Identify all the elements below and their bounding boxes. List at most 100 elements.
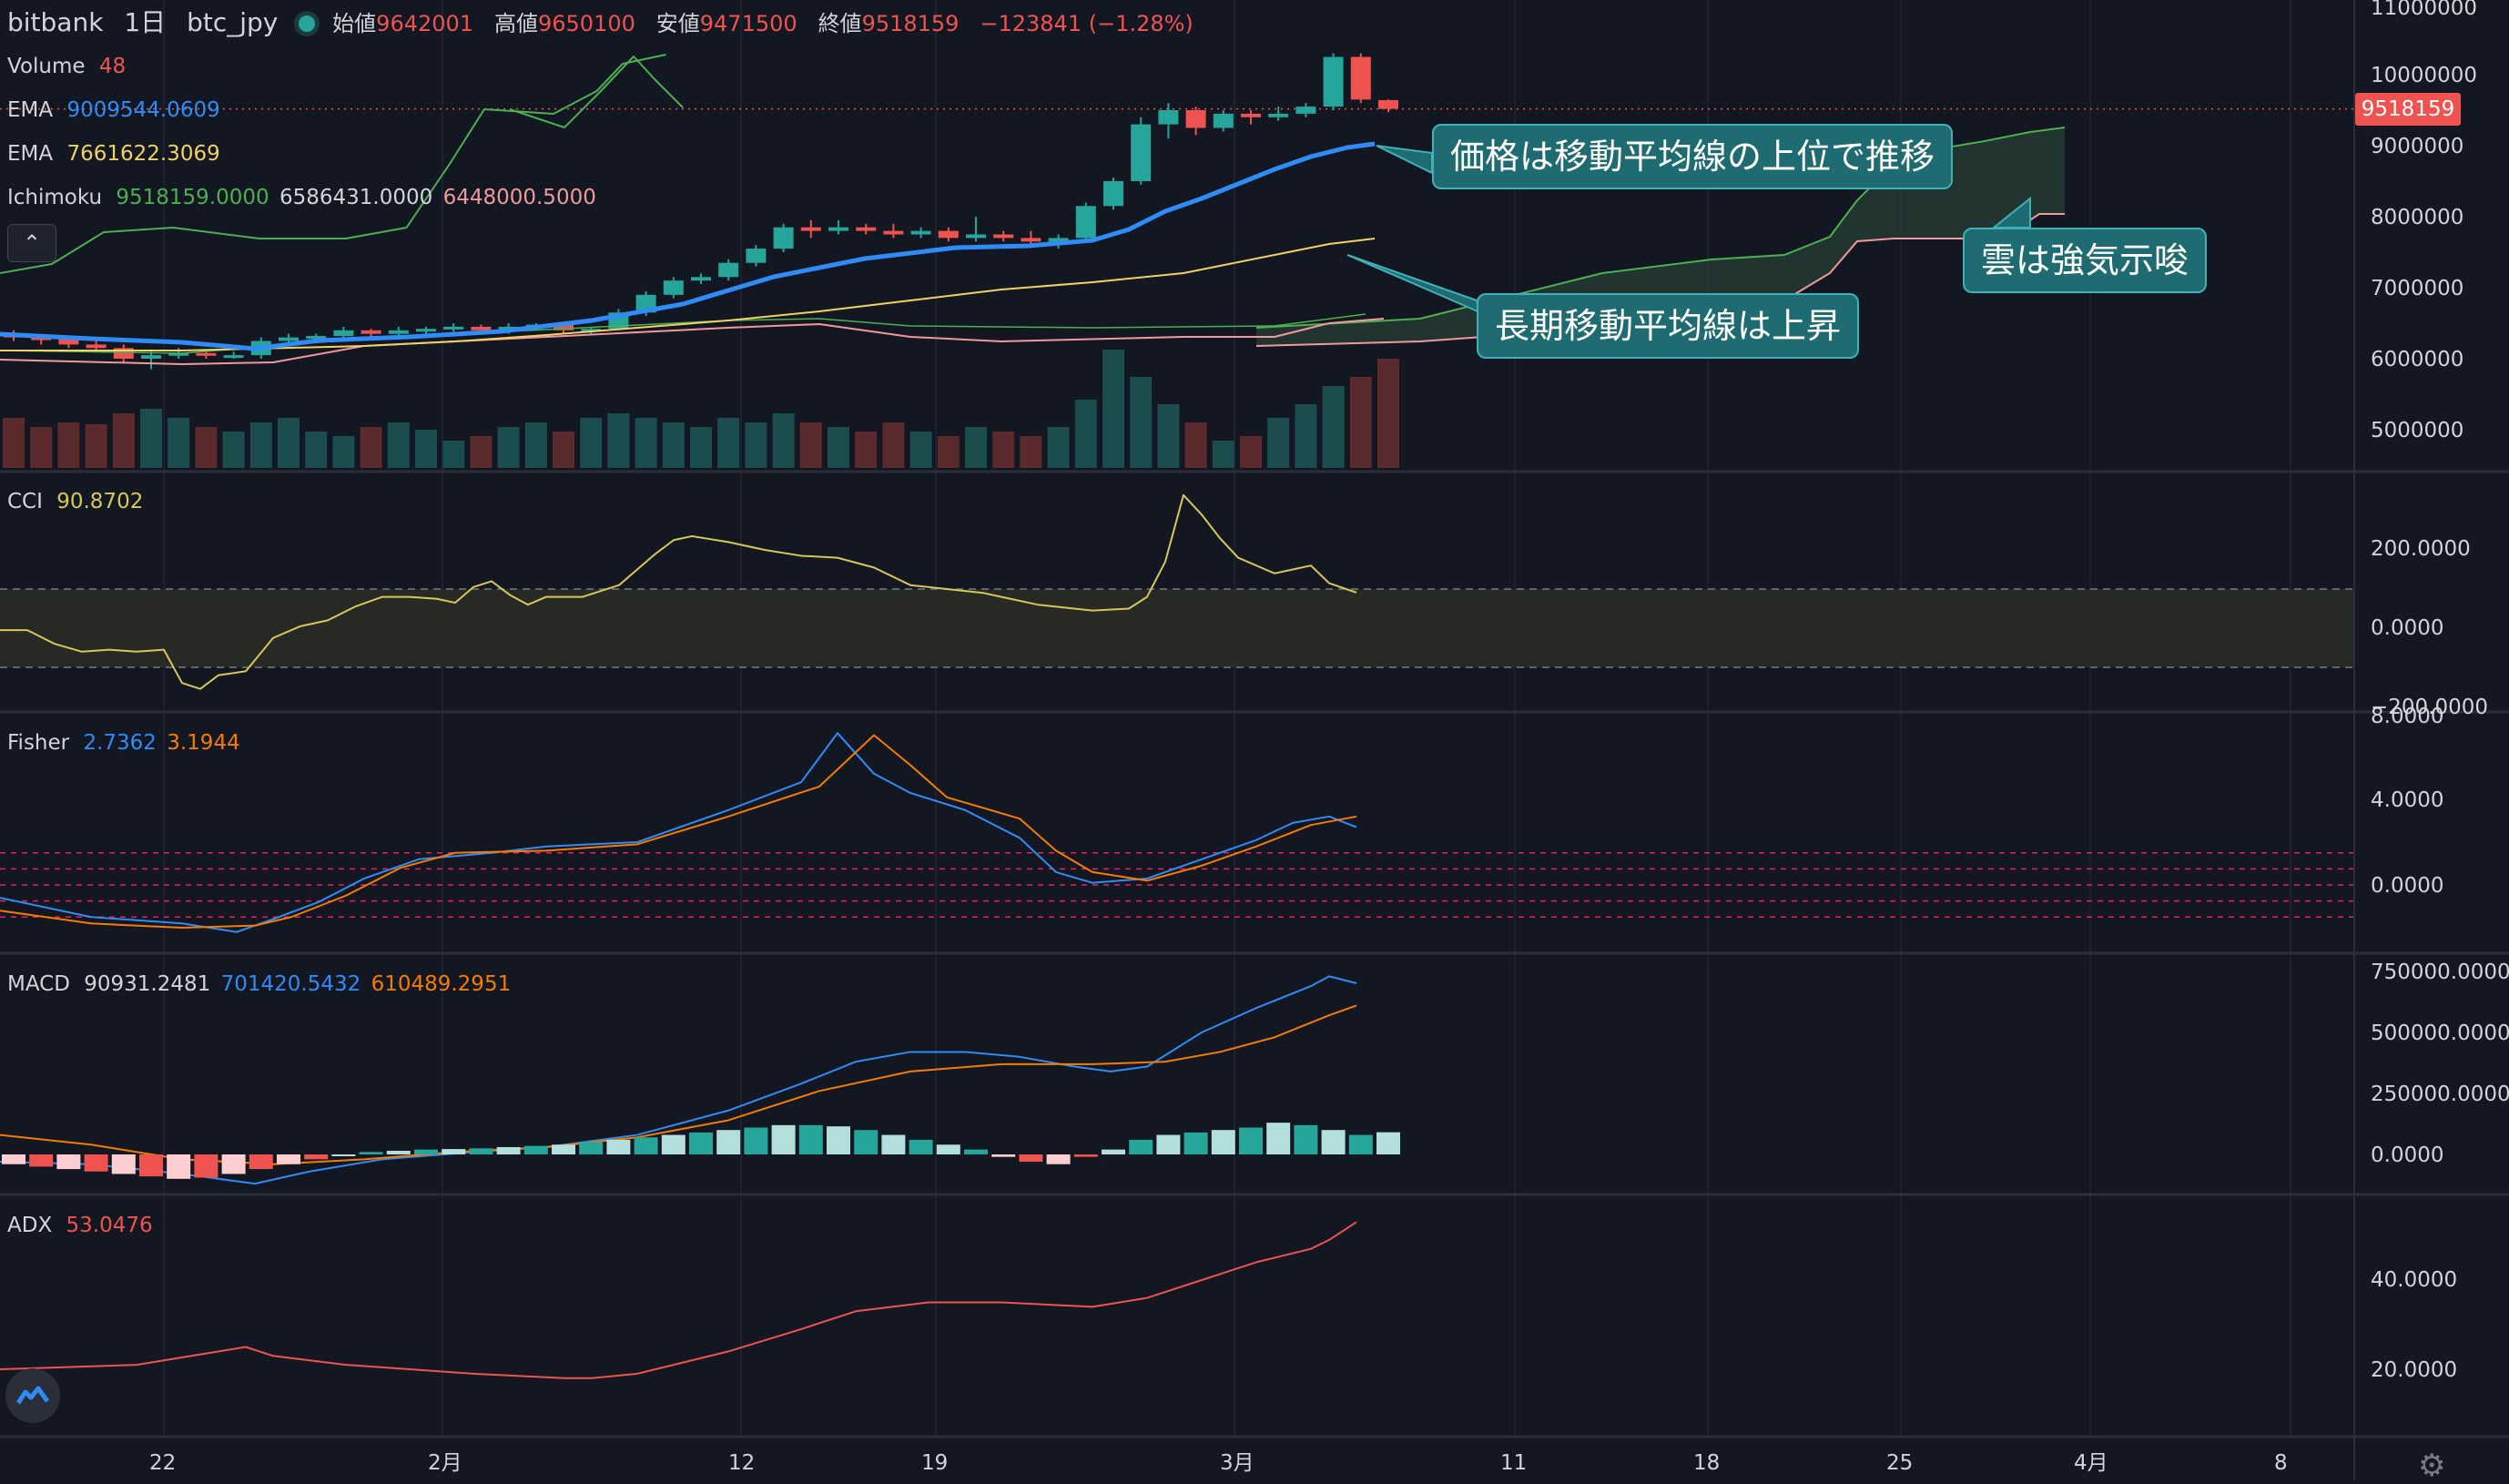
- tradingview-logo-icon[interactable]: [5, 1368, 60, 1423]
- macd-tick: 250000.0000: [2371, 1083, 2509, 1106]
- candle-body: [581, 329, 602, 332]
- price-tick: 8000000: [2371, 206, 2464, 229]
- candle-body: [361, 330, 381, 334]
- volume-bar: [828, 427, 849, 468]
- exchange-name[interactable]: bitbank: [7, 7, 104, 37]
- volume-bar: [965, 427, 987, 468]
- macd-hist-bar: [1183, 1132, 1208, 1154]
- candle-body: [691, 277, 711, 281]
- cci-label: CCI: [7, 490, 43, 513]
- candle-body: [800, 227, 821, 231]
- macd-hist-bar: [1073, 1154, 1098, 1157]
- time-tick: 4月: [2074, 1451, 2108, 1475]
- volume-bar: [717, 418, 740, 468]
- macd-hist-bar: [359, 1152, 383, 1154]
- volume-bar: [3, 418, 25, 468]
- candle-body: [388, 330, 409, 334]
- candle-body: [773, 227, 794, 249]
- legend-macd[interactable]: MACD 90931.2481 701420.5432 610489.2951: [7, 971, 511, 998]
- candle-body: [993, 234, 1014, 239]
- macd-hist-bar: [964, 1149, 988, 1154]
- volume-bar: [1047, 427, 1070, 468]
- macd-hist-bar: [1348, 1134, 1373, 1154]
- macd-hist-bar: [331, 1154, 356, 1156]
- macd-hist-bar: [386, 1150, 411, 1154]
- close-value: 9518159: [861, 11, 960, 36]
- low-value: 9471500: [699, 11, 797, 36]
- interval-label[interactable]: 1日: [124, 7, 167, 37]
- cci-value: 90.8702: [56, 490, 144, 513]
- collapse-legend-button[interactable]: ⌃: [7, 224, 56, 262]
- candle-body: [113, 348, 134, 359]
- time-tick: 8: [2274, 1451, 2288, 1475]
- macd-hist-bar: [496, 1146, 521, 1154]
- base-line: [0, 318, 1385, 365]
- fisher-tick: 8.0000: [2371, 705, 2444, 728]
- callout-cloud-bullish[interactable]: 雲は強気示唆: [1963, 228, 2208, 293]
- adx-tick: 40.0000: [2371, 1268, 2458, 1292]
- legend-ichimoku[interactable]: Ichimoku 9518159.0000 6586431.0000 64480…: [7, 184, 596, 211]
- legend-volume[interactable]: Volume 48: [7, 53, 126, 80]
- last-price-tag: 9518159: [2355, 93, 2461, 126]
- time-tick: 11: [1500, 1451, 1528, 1475]
- lagging-span: [0, 54, 666, 274]
- candle-body: [416, 329, 436, 332]
- candle-body: [938, 230, 959, 239]
- fisher-value-1: 2.7362: [83, 731, 157, 755]
- macd-hist-bar: [56, 1154, 81, 1170]
- legend-cci[interactable]: CCI 90.8702: [7, 488, 143, 515]
- macd-hist-bar: [661, 1134, 686, 1154]
- fisher-line: [0, 732, 1357, 933]
- symbol-header: bitbank 1日 btc_jpy 始値9642001 高値9650100 安…: [7, 7, 1206, 39]
- callout-price-above-ma[interactable]: 価格は移動平均線の上位で推移: [1432, 124, 1954, 189]
- volume-bar: [1184, 422, 1207, 468]
- candle-body: [828, 227, 848, 231]
- callout-pointer: [1346, 254, 1487, 317]
- indicator-lines: [0, 54, 2354, 1379]
- change-value: −123841 (−1.28%): [980, 11, 1194, 36]
- candle-body: [1378, 99, 1398, 109]
- candle-body: [1213, 113, 1234, 128]
- volume-bar: [30, 427, 53, 468]
- price-tick: 6000000: [2371, 348, 2464, 371]
- candle-body: [31, 337, 52, 341]
- macd-hist-bar: [167, 1154, 191, 1179]
- legend-adx[interactable]: ADX 53.0476: [7, 1212, 153, 1239]
- candle-body: [1158, 110, 1179, 125]
- candle-body: [1048, 238, 1069, 242]
- callout-pointers: [1346, 145, 2031, 317]
- macd-hist-bar: [111, 1154, 136, 1174]
- legend-ema-fast[interactable]: EMA 9009544.0609: [7, 97, 220, 124]
- volume-bar: [360, 427, 382, 468]
- ichimoku-value-3: 6448000.5000: [442, 186, 596, 209]
- high-value: 9650100: [537, 11, 635, 36]
- volume-bar: [57, 422, 80, 468]
- gear-icon[interactable]: ⚙: [2418, 1448, 2446, 1484]
- volume-bar: [112, 413, 135, 468]
- candle-body: [1075, 206, 1096, 239]
- volume-bar: [249, 422, 272, 468]
- macd-hist-bar: [854, 1130, 879, 1154]
- callout-long-ma-rising[interactable]: 長期移動平均線は上昇: [1477, 293, 1860, 359]
- symbol-name[interactable]: btc_jpy: [187, 7, 279, 37]
- price-tick: 9000000: [2371, 135, 2464, 158]
- macd-hist-bar: [579, 1142, 604, 1154]
- macd-hist-bar: [606, 1139, 631, 1154]
- fisher-tick: 0.0000: [2371, 874, 2444, 898]
- macd-hist-bar: [1266, 1123, 1291, 1154]
- candle-body: [279, 337, 299, 341]
- volume-bar: [937, 436, 960, 468]
- macd-hist-bar: [771, 1124, 796, 1154]
- macd-hist-bar: [552, 1144, 575, 1154]
- volume-bar: [1349, 377, 1372, 468]
- candle-body: [554, 324, 574, 330]
- candle-body: [1103, 181, 1123, 207]
- legend-fisher[interactable]: Fisher 2.7362 3.1944: [7, 729, 240, 757]
- candle-body: [1185, 110, 1206, 128]
- fisher-trigger-line: [0, 734, 1357, 929]
- macd-tick: 0.0000: [2371, 1143, 2444, 1167]
- legend-ema-slow[interactable]: EMA 7661622.3069: [7, 140, 220, 168]
- candle-body: [1021, 238, 1041, 242]
